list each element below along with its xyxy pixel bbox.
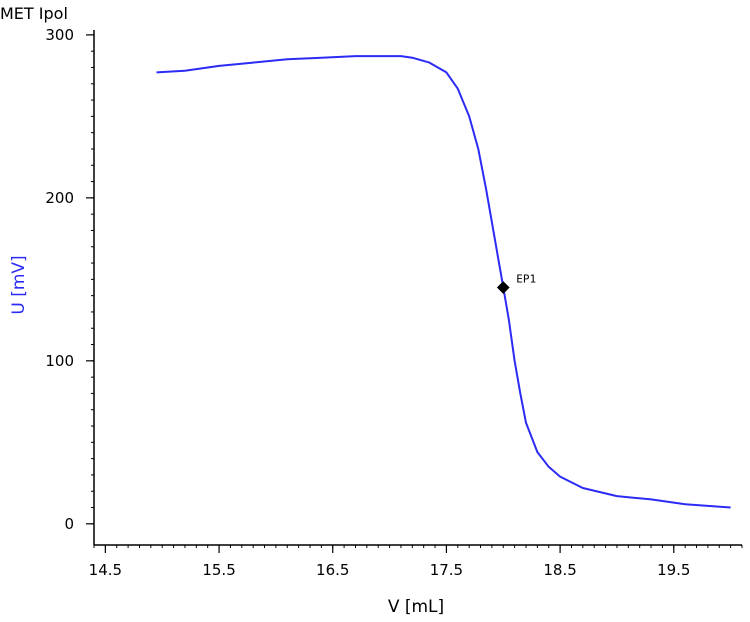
method-title: MET Ipol — [0, 4, 68, 23]
endpoint-label: EP1 — [516, 273, 536, 286]
x-tick-label: 15.5 — [202, 561, 235, 579]
x-tick-label: 18.5 — [543, 561, 576, 579]
series-layer — [156, 55, 731, 509]
x-tick-label: 16.5 — [316, 561, 349, 579]
x-tick-label: 14.5 — [89, 561, 122, 579]
x-axis: 14.5 15.5 16.5 17.5 18.5 19.5 — [89, 545, 743, 579]
annotation-layer: EP1 — [496, 273, 536, 294]
x-tick-label: 19.5 — [657, 561, 690, 579]
y-tick-label: 0 — [64, 515, 74, 533]
endpoint-marker — [496, 281, 510, 294]
y-axis-title: U [mV] — [9, 255, 29, 314]
plot-frame — [93, 30, 742, 546]
y-axis: 0 100 200 300 — [45, 26, 94, 533]
y-tick-label: 200 — [45, 189, 74, 207]
y-tick-label: 300 — [45, 26, 74, 44]
y-tick-label: 100 — [45, 352, 74, 370]
titration-curve — [156, 55, 731, 509]
x-tick-label: 17.5 — [430, 561, 463, 579]
x-axis-title: V [mL] — [388, 597, 444, 617]
